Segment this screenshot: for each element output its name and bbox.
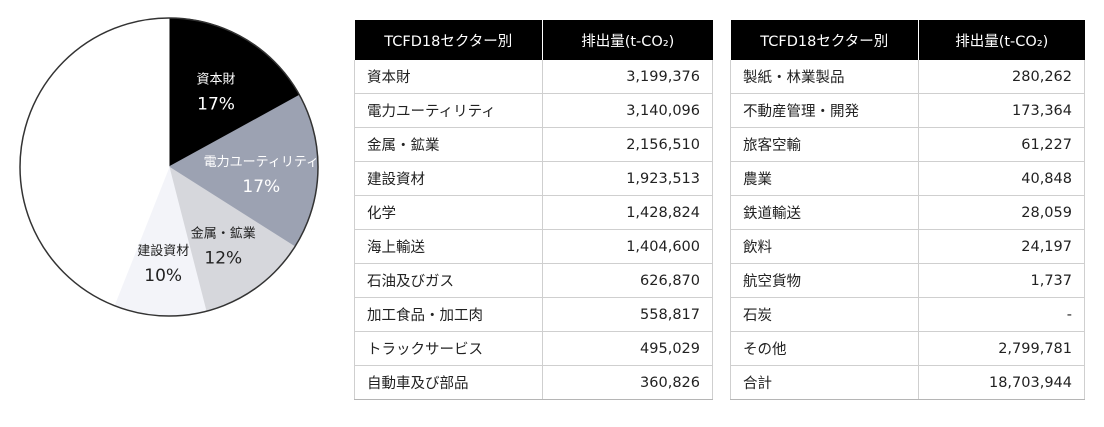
sector-name: 飲料 bbox=[730, 229, 919, 264]
sector-name: 石炭 bbox=[730, 297, 919, 332]
sector-name: 合計 bbox=[730, 365, 919, 400]
table-row: 石油及びガス 626,870 bbox=[354, 263, 713, 298]
emission-value: 495,029 bbox=[542, 331, 713, 366]
sector-name: その他 bbox=[730, 331, 919, 366]
pie-chart: 資本財 17% 電力ユーティリティ 17% 金属・鉱業 12% 建設資材 10% bbox=[19, 17, 319, 317]
table-row: 加工食品・加工肉 558,817 bbox=[354, 297, 713, 332]
sector-name: 化学 bbox=[354, 195, 543, 230]
header-emissions: 排出量(t-CO₂) bbox=[542, 20, 713, 60]
table-row: 飲料 24,197 bbox=[730, 229, 1085, 264]
emission-value: 18,703,944 bbox=[918, 365, 1085, 400]
sector-name: 建設資材 bbox=[354, 161, 543, 196]
sector-name: 不動産管理・開発 bbox=[730, 93, 919, 128]
table-row: 鉄道輸送 28,059 bbox=[730, 195, 1085, 230]
emission-value: 28,059 bbox=[918, 195, 1085, 230]
table-row: 資本財 3,199,376 bbox=[354, 60, 713, 94]
emission-value: - bbox=[918, 297, 1085, 332]
pie-outline bbox=[19, 17, 319, 317]
pie-slice-label: 電力ユーティリティ bbox=[204, 155, 319, 170]
emissions-table-left: TCFD18セクター別 排出量(t-CO₂) 資本財 3,199,376 電力ユー… bbox=[354, 20, 713, 400]
sector-name: トラックサービス bbox=[354, 331, 543, 366]
table-row: その他 2,799,781 bbox=[730, 331, 1085, 366]
table-row: 電力ユーティリティ 3,140,096 bbox=[354, 93, 713, 128]
header-sector: TCFD18セクター別 bbox=[354, 20, 543, 60]
header-sector: TCFD18セクター別 bbox=[730, 20, 919, 60]
table-row: 農業 40,848 bbox=[730, 161, 1085, 196]
emission-value: 3,199,376 bbox=[542, 60, 713, 94]
table-row: 製紙・林業製品 280,262 bbox=[730, 60, 1085, 94]
pie-slice-label: 金属・鉱業 bbox=[191, 226, 256, 242]
emission-value: 360,826 bbox=[542, 365, 713, 400]
table-row: 金属・鉱業 2,156,510 bbox=[354, 127, 713, 162]
pie-slice-label: 建設資材 bbox=[137, 243, 189, 259]
table-row: 旅客空輸 61,227 bbox=[730, 127, 1085, 162]
emission-value: 173,364 bbox=[918, 93, 1085, 128]
emission-value: 3,140,096 bbox=[542, 93, 713, 128]
table-row: 自動車及び部品 360,826 bbox=[354, 365, 713, 400]
emission-value: 1,737 bbox=[918, 263, 1085, 298]
sector-name: 金属・鉱業 bbox=[354, 127, 543, 162]
table-row: 化学 1,428,824 bbox=[354, 195, 713, 230]
emission-value: 1,428,824 bbox=[542, 195, 713, 230]
pie-slice-percent: 17% bbox=[197, 94, 235, 114]
sector-name: 旅客空輸 bbox=[730, 127, 919, 162]
sector-name: 加工食品・加工肉 bbox=[354, 297, 543, 332]
pie-slice-percent: 10% bbox=[144, 266, 182, 286]
emission-value: 61,227 bbox=[918, 127, 1085, 162]
sector-name: 製紙・林業製品 bbox=[730, 60, 919, 94]
emission-value: 2,799,781 bbox=[918, 331, 1085, 366]
sector-name: 資本財 bbox=[354, 60, 543, 94]
table-row: 不動産管理・開発 173,364 bbox=[730, 93, 1085, 128]
sector-name: 農業 bbox=[730, 161, 919, 196]
pie-slice-label: 資本財 bbox=[197, 72, 236, 87]
emission-value: 1,923,513 bbox=[542, 161, 713, 196]
sector-name: 鉄道輸送 bbox=[730, 195, 919, 230]
pie-slice-percent: 12% bbox=[204, 249, 242, 269]
sector-name: 電力ユーティリティ bbox=[354, 93, 543, 128]
emission-value: 1,404,600 bbox=[542, 229, 713, 264]
emission-value: 626,870 bbox=[542, 263, 713, 298]
sector-name: 航空貨物 bbox=[730, 263, 919, 298]
pie-slice-percent: 17% bbox=[242, 177, 280, 197]
sector-name: 石油及びガス bbox=[354, 263, 543, 298]
table-row: 石炭 - bbox=[730, 297, 1085, 332]
emission-value: 24,197 bbox=[918, 229, 1085, 264]
emission-value: 558,817 bbox=[542, 297, 713, 332]
sector-name: 自動車及び部品 bbox=[354, 365, 543, 400]
header-emissions: 排出量(t-CO₂) bbox=[918, 20, 1085, 60]
table-row: 航空貨物 1,737 bbox=[730, 263, 1085, 298]
emissions-table-right: TCFD18セクター別 排出量(t-CO₂) 製紙・林業製品 280,262 不動… bbox=[730, 20, 1085, 400]
emission-value: 2,156,510 bbox=[542, 127, 713, 162]
table-row: トラックサービス 495,029 bbox=[354, 331, 713, 366]
table-row: 合計 18,703,944 bbox=[730, 365, 1085, 400]
sector-name: 海上輸送 bbox=[354, 229, 543, 264]
emission-value: 40,848 bbox=[918, 161, 1085, 196]
emission-value: 280,262 bbox=[918, 60, 1085, 94]
table-row: 建設資材 1,923,513 bbox=[354, 161, 713, 196]
table-row: 海上輸送 1,404,600 bbox=[354, 229, 713, 264]
